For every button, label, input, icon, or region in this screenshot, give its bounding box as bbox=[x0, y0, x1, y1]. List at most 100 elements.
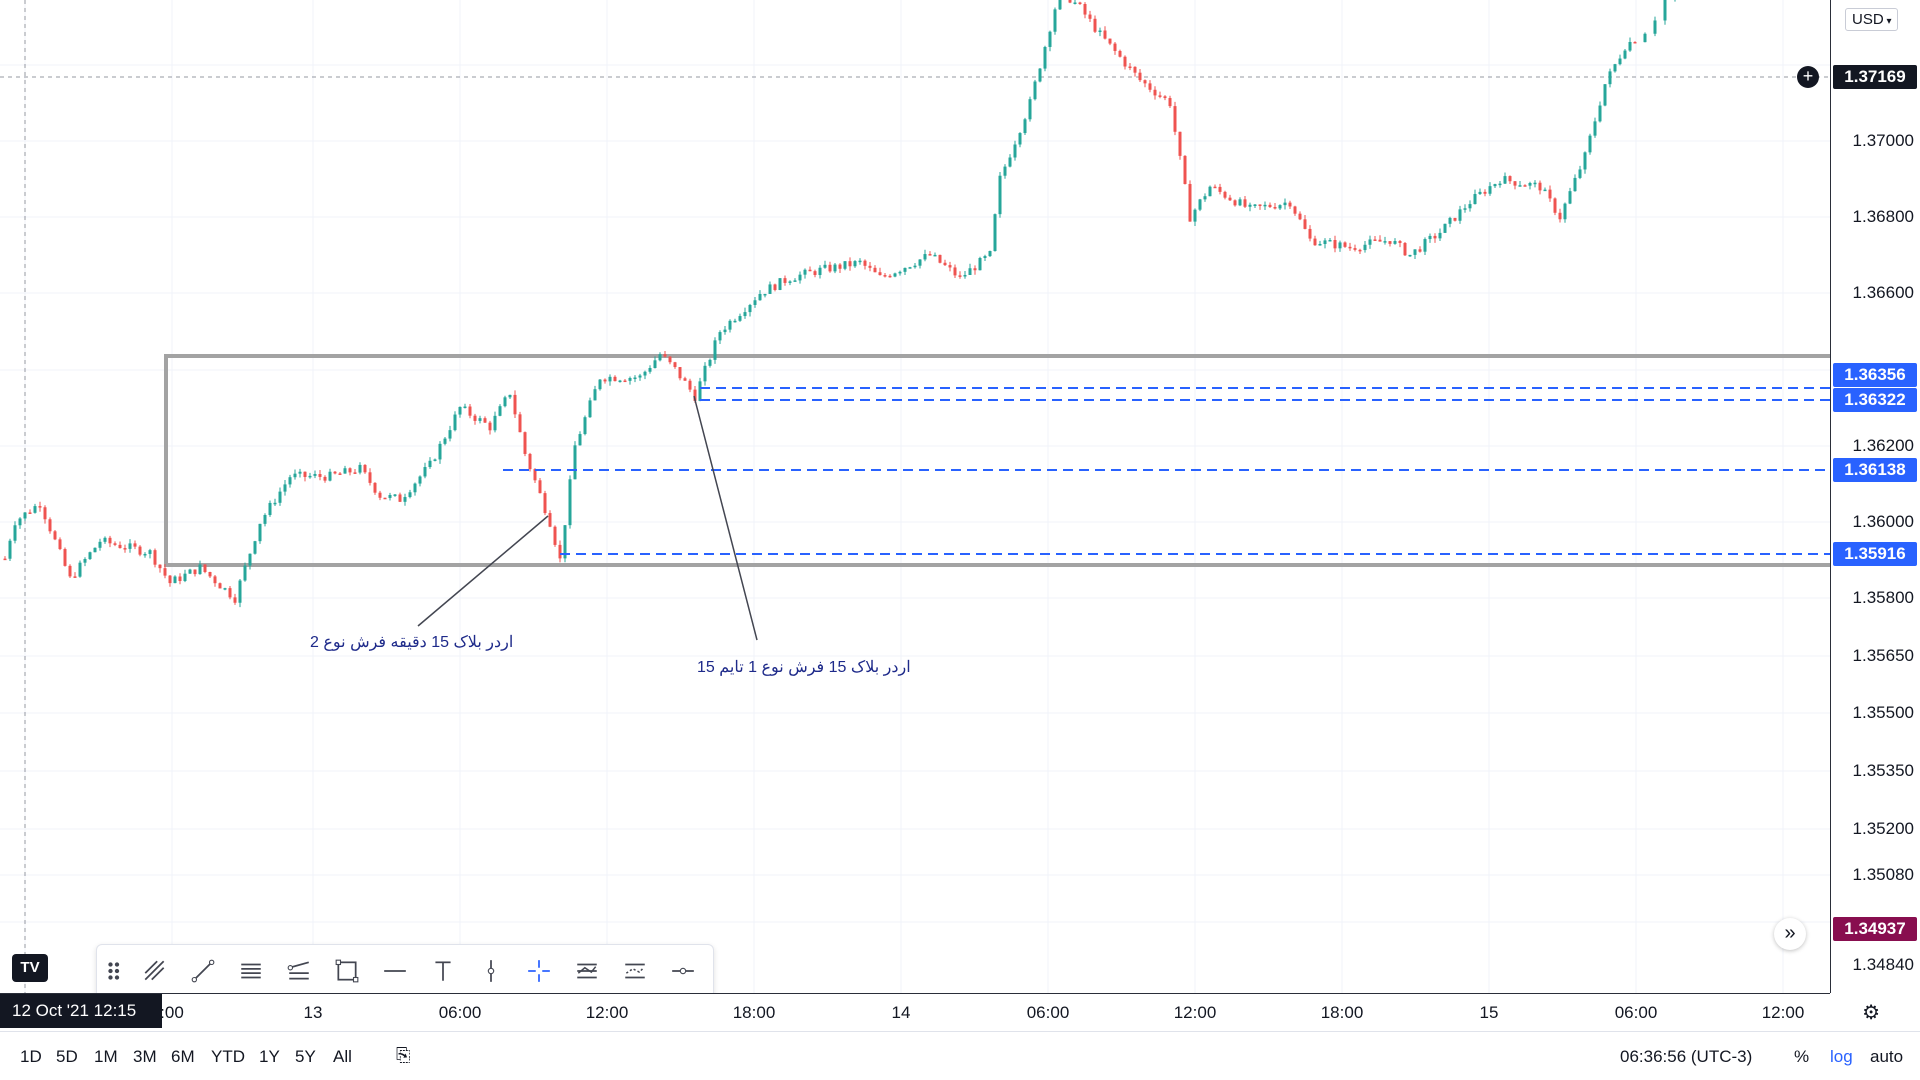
tradingview-logo[interactable]: TV bbox=[12, 954, 48, 982]
price-scale[interactable]: USD ▾ 1.37000 1.36800 1.36600 1.36200 1.3600… bbox=[1797, 0, 1920, 993]
parallel-channel-icon[interactable] bbox=[233, 953, 269, 989]
candle-body-147 bbox=[738, 316, 742, 321]
candle-body-299 bbox=[1498, 183, 1502, 186]
candle-body-216 bbox=[1083, 4, 1087, 15]
crosshair-icon[interactable] bbox=[521, 953, 557, 989]
candle-body-235 bbox=[1178, 131, 1182, 156]
candle-body-207 bbox=[1038, 68, 1042, 82]
candle-body-191 bbox=[958, 275, 962, 277]
candle-body-259 bbox=[1298, 213, 1302, 220]
price-tick: 1.35200 bbox=[1852, 819, 1914, 838]
candle-body-48 bbox=[243, 565, 247, 581]
candle-body-228 bbox=[1143, 80, 1147, 84]
candle-body-179 bbox=[898, 271, 902, 274]
candle-body-192 bbox=[963, 274, 967, 277]
candle-body-154 bbox=[773, 284, 777, 290]
candle-body-163 bbox=[818, 267, 822, 275]
candle-body-214 bbox=[1073, 2, 1077, 4]
candle-body-324 bbox=[1623, 50, 1627, 59]
candle-body-15 bbox=[78, 562, 82, 577]
time-tick: 15 bbox=[1479, 1003, 1499, 1022]
candle-body-110 bbox=[553, 526, 557, 545]
time-axis[interactable]: 13 06:00 12:00 18:00 14 06:00 12:00 18:00 15 06:0… bbox=[0, 993, 1830, 1031]
candle-body-225 bbox=[1128, 66, 1132, 69]
candle-body-180 bbox=[903, 267, 907, 272]
range-button-3m[interactable]: 3M bbox=[133, 1047, 157, 1066]
rectangle-icon[interactable] bbox=[329, 953, 365, 989]
time-tick: 12:00 bbox=[1761, 1003, 1805, 1022]
log-toggle[interactable]: log bbox=[1830, 1047, 1853, 1066]
candle-body-217 bbox=[1088, 14, 1092, 19]
settings-gear-icon[interactable]: ⚙ bbox=[1862, 1002, 1880, 1024]
range-button-1d[interactable]: 1D bbox=[20, 1047, 42, 1066]
candle-body-62 bbox=[313, 474, 317, 476]
range-button-6m[interactable]: 6M bbox=[171, 1047, 195, 1066]
candle-body-78 bbox=[393, 494, 397, 496]
annotation-pointer-type2 bbox=[417, 515, 549, 627]
text-tool-icon[interactable] bbox=[425, 953, 461, 989]
horizontal-line-icon[interactable] bbox=[377, 953, 413, 989]
trend-line-icon[interactable] bbox=[185, 953, 221, 989]
candle-body-96 bbox=[483, 418, 487, 423]
candle-body-232 bbox=[1163, 96, 1167, 99]
price-tick: 1.35350 bbox=[1852, 761, 1914, 780]
scroll-to-realtime-button[interactable]: » bbox=[1774, 918, 1806, 950]
candle-body-112 bbox=[563, 525, 567, 559]
candle-body-294 bbox=[1473, 194, 1477, 205]
range-button-1m[interactable]: 1M bbox=[94, 1047, 118, 1066]
candle-body-25 bbox=[128, 543, 132, 549]
currency-selector[interactable]: USD ▾ bbox=[1845, 8, 1899, 31]
chart-canvas[interactable] bbox=[0, 0, 1830, 993]
candle-body-98 bbox=[493, 415, 497, 431]
candle-body-221 bbox=[1108, 38, 1112, 44]
range-button-ytd[interactable]: YTD bbox=[211, 1047, 245, 1066]
date-range-goto-icon[interactable]: ⎘ bbox=[396, 1045, 411, 1065]
range-button-5d[interactable]: 5D bbox=[56, 1047, 78, 1066]
candle-body-153 bbox=[768, 284, 772, 294]
candle-body-65 bbox=[328, 471, 332, 481]
add-alert-plus-icon[interactable]: + bbox=[1797, 66, 1819, 88]
candle-body-45 bbox=[228, 588, 232, 598]
percent-toggle[interactable]: % bbox=[1794, 1047, 1810, 1066]
trend-tools-icon[interactable] bbox=[137, 953, 173, 989]
time-tick: 14 bbox=[891, 1003, 911, 1022]
candle-body-83 bbox=[418, 476, 422, 484]
candle-body-224 bbox=[1123, 56, 1127, 67]
candle-body-173 bbox=[868, 265, 872, 268]
candle-body-68 bbox=[343, 468, 347, 474]
candle-body-67 bbox=[338, 473, 342, 475]
candle-body-222 bbox=[1113, 43, 1117, 51]
candle-body-43 bbox=[218, 583, 222, 589]
candle-body-170 bbox=[853, 261, 857, 267]
candle-body-231 bbox=[1158, 95, 1162, 97]
range-button-5y[interactable]: 5Y bbox=[295, 1047, 316, 1066]
candle-body-138 bbox=[693, 389, 697, 401]
vertical-line-icon[interactable] bbox=[473, 953, 509, 989]
candle-body-204 bbox=[1023, 119, 1027, 134]
candle-body-277 bbox=[1388, 241, 1392, 244]
candle-body-108 bbox=[543, 493, 547, 514]
candle-body-50 bbox=[253, 541, 257, 554]
range-button-1y[interactable]: 1Y bbox=[259, 1047, 280, 1066]
range-button-all[interactable]: All bbox=[333, 1047, 352, 1066]
candle-body-306 bbox=[1533, 182, 1537, 185]
candle-body-116 bbox=[583, 417, 587, 435]
candle-body-14 bbox=[73, 576, 77, 578]
candle-body-104 bbox=[523, 432, 527, 454]
more-tools-icon[interactable] bbox=[665, 953, 701, 989]
candle-body-79 bbox=[398, 494, 402, 502]
measure-icon[interactable] bbox=[617, 953, 653, 989]
fib-icon[interactable] bbox=[281, 953, 317, 989]
candle-body-236 bbox=[1183, 155, 1187, 184]
magnet-icon[interactable] bbox=[569, 953, 605, 989]
candle-body-307 bbox=[1538, 182, 1542, 191]
candle-body-107 bbox=[538, 480, 542, 494]
candle-body-95 bbox=[478, 418, 482, 421]
candle-body-81 bbox=[408, 492, 412, 498]
candle-body-139 bbox=[698, 381, 702, 401]
auto-toggle[interactable]: auto bbox=[1870, 1047, 1904, 1066]
candle-body-300 bbox=[1503, 176, 1507, 184]
candle-body-171 bbox=[858, 260, 862, 263]
candle-body-269 bbox=[1348, 246, 1352, 249]
chart-area[interactable]: اردر بلاک 15 دقیقه فرش نوع 2 اردر بلاک 1… bbox=[0, 0, 1830, 993]
